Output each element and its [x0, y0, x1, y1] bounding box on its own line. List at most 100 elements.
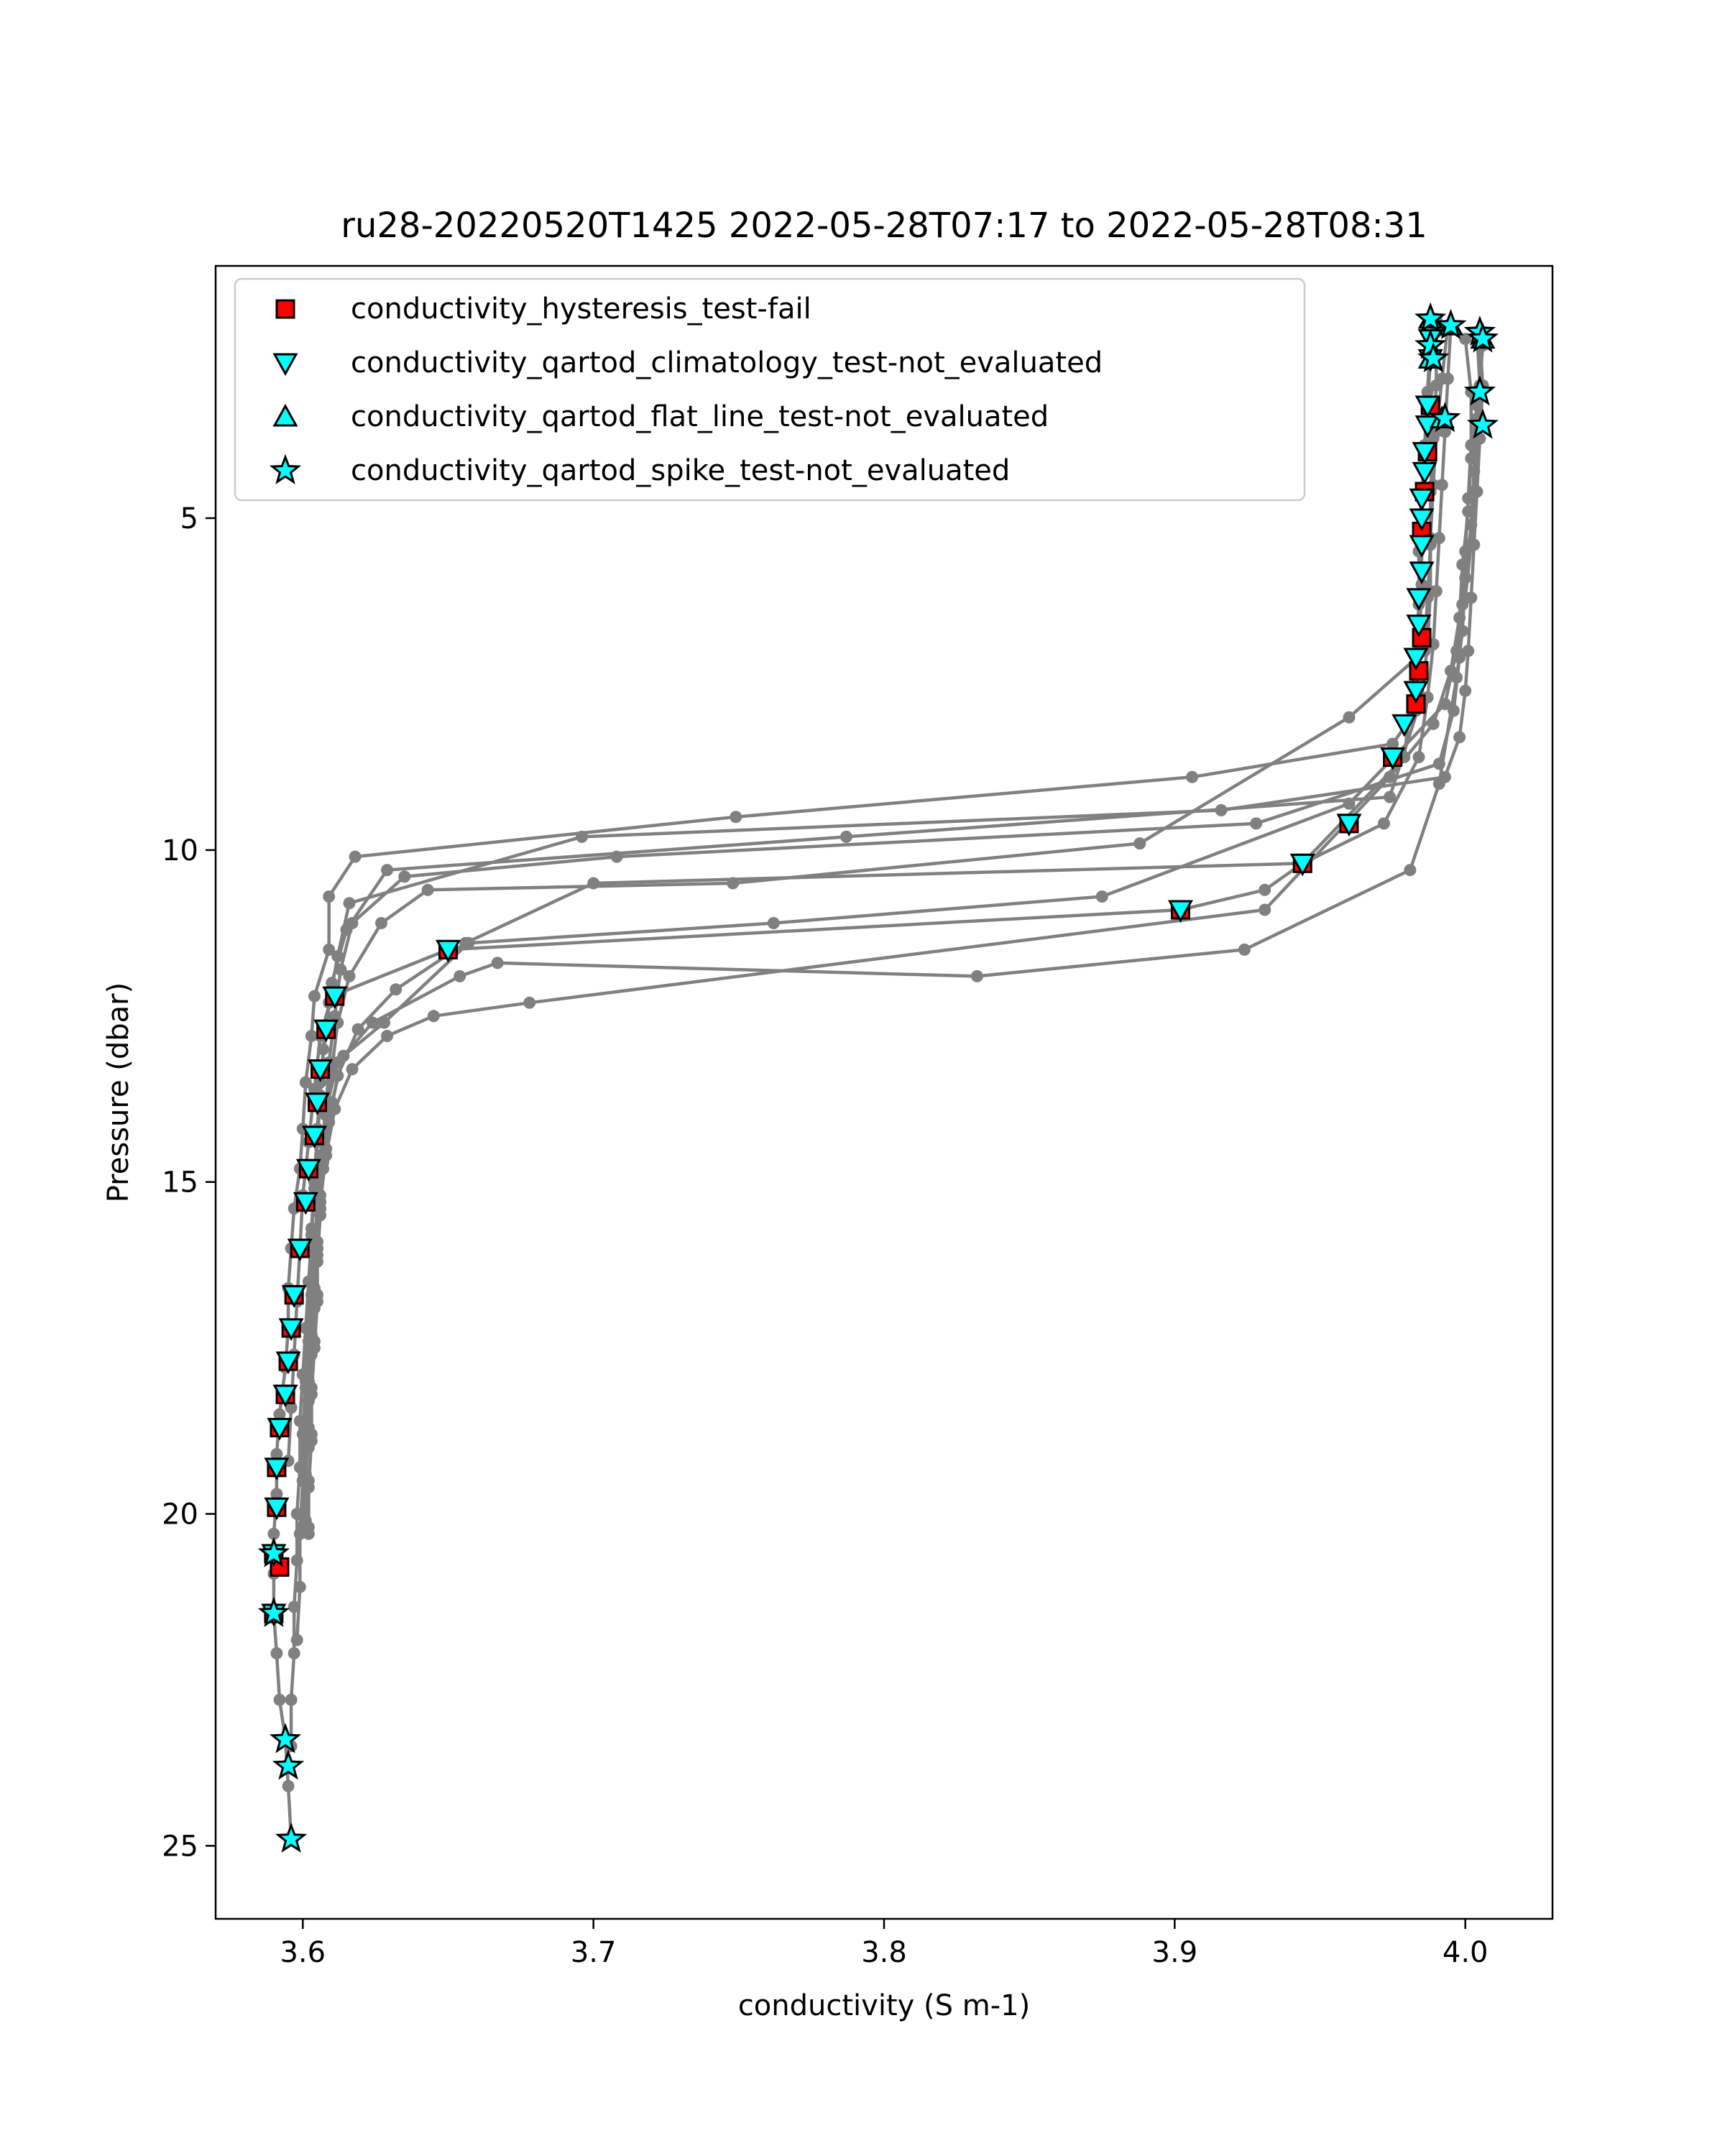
profile-point — [1343, 797, 1356, 810]
profile-point — [311, 1242, 323, 1255]
profile-point — [1432, 778, 1445, 790]
profile-point — [328, 1102, 341, 1115]
legend-box — [234, 277, 1306, 502]
profile-point — [273, 1408, 286, 1421]
triangle-down-marker — [1409, 561, 1435, 584]
triangle-down-marker — [1414, 395, 1440, 419]
profile-point — [320, 1149, 333, 1162]
profile-point — [730, 811, 742, 824]
triangle-down-marker — [1406, 614, 1432, 637]
triangle-down-marker — [1412, 461, 1438, 485]
profile-point — [305, 1335, 318, 1348]
triangle-down-marker — [264, 1497, 290, 1521]
profile-point — [346, 917, 359, 929]
profile-point — [299, 1076, 312, 1089]
triangle-down-marker — [278, 1318, 304, 1342]
profile-point — [840, 830, 852, 843]
legend-triangle-down-marker — [272, 353, 298, 377]
y-tick-label: 5 — [180, 502, 198, 535]
triangle-down-marker — [1392, 714, 1417, 737]
triangle-down-marker — [1412, 442, 1438, 465]
profile-point — [1386, 737, 1399, 750]
x-tick-label: 3.8 — [861, 1936, 907, 1969]
profile-point — [366, 1016, 379, 1029]
profile-point — [1250, 817, 1263, 830]
profile-point — [1343, 711, 1356, 724]
x-tick-label: 3.6 — [280, 1936, 326, 1969]
star-marker — [1466, 408, 1499, 439]
legend-label-climatology: conductivity_qartod_climatology_test-not… — [351, 346, 1103, 379]
triangle-down-marker — [1406, 588, 1432, 611]
profile-point — [331, 1069, 344, 1082]
profile-point — [285, 1693, 298, 1706]
profile-point — [454, 969, 466, 982]
profile-point — [346, 1063, 359, 1076]
triangle-down-marker — [287, 1238, 313, 1262]
legend: conductivity_hysteresis_test-fail conduc… — [234, 277, 1306, 502]
profile-point — [267, 1527, 280, 1540]
triangle-down-marker — [272, 1384, 298, 1408]
triangle-down-marker — [308, 1059, 334, 1082]
profile-point — [326, 977, 339, 990]
x-tick-label: 3.9 — [1152, 1936, 1198, 1969]
legend-markers — [269, 299, 302, 484]
profile-point — [314, 1195, 327, 1208]
profile-point — [1259, 903, 1271, 916]
profile-point — [459, 936, 472, 949]
triangle-down-marker — [281, 1285, 307, 1308]
profile-point — [1430, 379, 1443, 392]
triangle-down-marker — [313, 1019, 339, 1043]
y-tick-label: 10 — [162, 834, 198, 867]
profile-point — [491, 957, 504, 969]
profile-point — [1445, 665, 1457, 677]
profile-point — [970, 969, 983, 982]
triangle-down-marker — [1336, 814, 1362, 837]
profile-point — [288, 1647, 300, 1659]
profile-point — [296, 1521, 309, 1534]
flag-markers — [257, 302, 1499, 1853]
legend-label-hysteresis: conductivity_hysteresis_test-fail — [351, 292, 811, 326]
profile-point — [1441, 372, 1454, 385]
triangle-down-marker — [1409, 488, 1435, 512]
profile-point — [334, 963, 347, 976]
profile-point — [421, 883, 434, 896]
star-marker — [1429, 402, 1461, 433]
profile-point — [1432, 532, 1445, 545]
triangle-down-marker — [435, 939, 461, 963]
profile-point — [308, 990, 321, 1003]
triangle-down-marker — [1403, 648, 1429, 671]
y-tick-label: 25 — [162, 1830, 198, 1863]
star-marker — [257, 1596, 290, 1627]
profile-point — [1384, 770, 1397, 783]
profile-point — [1459, 333, 1472, 346]
profile-point — [1412, 751, 1425, 763]
profile-point — [273, 1693, 286, 1706]
profile-point — [270, 1647, 283, 1659]
triangle-down-marker — [322, 986, 348, 1010]
profile-point — [381, 864, 394, 877]
profile-point — [1438, 425, 1451, 438]
triangle-down-marker — [1409, 508, 1435, 532]
star-marker — [1463, 375, 1496, 406]
profile-point — [343, 897, 356, 910]
x-axis-ticks: 3.6 3.7 3.8 3.9 4.0 — [280, 1919, 1489, 1969]
profile-point — [1404, 864, 1417, 877]
profile-point — [1456, 558, 1469, 571]
profile-point — [1133, 837, 1146, 850]
star-marker — [1435, 308, 1467, 339]
triangle-down-marker — [304, 1092, 331, 1115]
triangle-down-marker — [267, 1417, 293, 1441]
star-marker — [257, 1537, 290, 1567]
legend-star-marker — [269, 453, 302, 484]
profile-point — [523, 996, 536, 1009]
star-marker — [272, 1749, 305, 1780]
profile-point — [305, 1030, 318, 1042]
profile-point — [767, 917, 780, 929]
triangle-down-marker — [1403, 681, 1429, 704]
profile-point — [1186, 770, 1199, 783]
y-tick-label: 20 — [162, 1498, 198, 1531]
profile-point — [1465, 452, 1478, 465]
profile-point — [351, 1023, 364, 1036]
x-tick-label: 3.7 — [571, 1936, 617, 1969]
profile-point — [1384, 791, 1397, 803]
